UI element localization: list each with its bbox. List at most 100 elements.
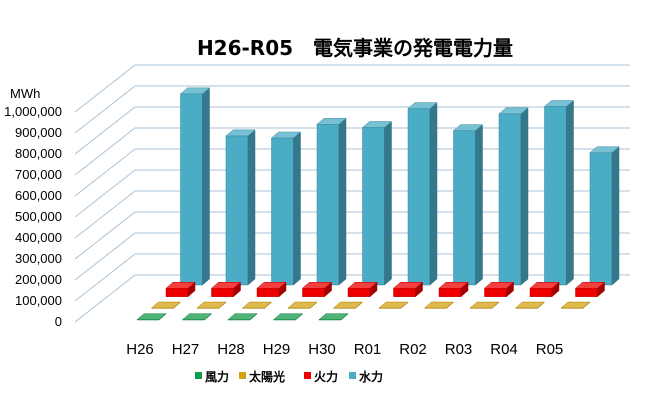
bar-top-face: [165, 282, 196, 289]
bar-top-face: [287, 301, 318, 309]
bar-side-face: [247, 129, 256, 286]
bar-front-face: [165, 288, 189, 297]
bar-front-face: [225, 135, 249, 286]
legend-item-hydro: 水力: [349, 369, 383, 384]
bar-top-face: [136, 313, 167, 320]
bar-wind-H29: [272, 313, 304, 321]
bar-hydro-R04: [543, 99, 575, 286]
bar-series-area: [136, 87, 620, 321]
bar-top-face: [210, 282, 242, 289]
y-axis-unit-label: MWh: [10, 86, 40, 101]
bar-top-face: [318, 313, 349, 320]
bar-front-face: [438, 288, 462, 297]
bar-top-face: [529, 282, 560, 289]
bar-top-face: [574, 282, 606, 289]
bar-solar-H27: [196, 301, 227, 309]
bar-front-face: [544, 106, 567, 286]
bar-front-face: [316, 124, 340, 286]
x-tick-label: H30: [308, 341, 336, 358]
bar-top-face: [316, 118, 347, 125]
bar-wind-H28: [227, 313, 258, 321]
legend-label-hydro: 水力: [359, 369, 383, 384]
bar-wind-H30: [318, 313, 349, 321]
gridline: [74, 85, 630, 134]
legend: 風力 太陽光 火力 水力: [195, 369, 383, 384]
legend-marker-thermal: [304, 372, 311, 379]
bar-top-face: [241, 301, 273, 309]
bar-thermal-H29: [301, 281, 333, 298]
bar-front-face: [407, 108, 431, 286]
bar-hydro-H27: [225, 129, 256, 286]
y-tick-label: 900,000: [15, 125, 62, 140]
bar-front-face: [256, 288, 280, 297]
y-tick-label: 300,000: [15, 251, 62, 266]
bar-thermal-R04: [529, 281, 560, 298]
bar-side-face: [566, 99, 574, 286]
bar-solar-R03: [469, 301, 500, 309]
bar-thermal-H26: [165, 281, 196, 298]
x-axis-tick-labels: H26 H27 H28 H29 H30 R01 R02 R03 R04 R05: [126, 341, 563, 358]
bar-solar-R04: [514, 301, 546, 309]
bar-side-face: [520, 107, 529, 286]
bar-thermal-R05: [574, 281, 606, 298]
bar-thermal-R02: [438, 281, 469, 298]
bar-front-face: [362, 127, 385, 286]
bar-top-face: [332, 301, 364, 309]
bar-top-face: [347, 282, 378, 289]
bar-top-face: [514, 301, 546, 309]
bar-front-face: [302, 288, 325, 297]
y-tick-label: 700,000: [15, 167, 62, 182]
series-hydro: [179, 87, 620, 286]
bar-front-face: [589, 152, 613, 286]
bar-front-face: [498, 113, 522, 286]
bar-top-face: [179, 87, 211, 95]
bar-solar-H28: [241, 301, 273, 309]
bar-top-face: [423, 301, 455, 309]
bar-solar-H26: [150, 301, 182, 309]
bar-front-face: [453, 130, 476, 286]
bar-front-face: [180, 93, 203, 286]
bar-top-face: [438, 282, 469, 289]
bar-top-face: [301, 282, 333, 289]
bar-top-face: [378, 301, 409, 309]
bar-top-face: [452, 124, 484, 131]
bar-top-face: [181, 313, 213, 320]
y-axis-tick-labels: 0 100,000 200,000 300,000 400,000 500,000 600,…: [4, 104, 62, 329]
legend-item-wind: 風力: [195, 369, 229, 384]
bar-hydro-R05: [589, 146, 620, 286]
y-tick-label: 500,000: [15, 209, 62, 224]
bar-side-face: [338, 117, 347, 286]
bar-top-face: [560, 301, 591, 309]
y-tick-label: 800,000: [15, 146, 62, 161]
bar-wind-H27: [181, 313, 213, 321]
bar-side-face: [202, 87, 210, 286]
bar-solar-R05: [560, 301, 591, 309]
bar-top-face: [589, 146, 620, 153]
bar-front-face: [271, 137, 294, 286]
bar-hydro-R01: [407, 102, 438, 286]
bar-front-face: [575, 288, 598, 297]
series-wind: [136, 313, 349, 321]
legend-label-thermal: 火力: [314, 369, 338, 384]
gridline: [74, 106, 630, 155]
series-thermal: [165, 281, 606, 298]
x-tick-label: H27: [172, 341, 200, 358]
y-tick-label: 400,000: [15, 230, 62, 245]
bar-top-face: [256, 282, 287, 289]
bar-thermal-H28: [256, 281, 287, 298]
bar-hydro-R02: [452, 124, 484, 286]
y-tick-label: 600,000: [15, 188, 62, 203]
legend-label-wind: 風力: [205, 369, 229, 384]
bar-top-face: [150, 301, 182, 309]
bar-side-face: [429, 102, 438, 286]
bar-top-face: [272, 313, 304, 320]
bar-side-face: [611, 146, 620, 286]
legend-marker-hydro: [349, 372, 356, 379]
gridline: [74, 64, 630, 113]
bar-hydro-H26: [179, 87, 211, 286]
series-solar: [150, 301, 591, 309]
chart-title: H26-R05 電気事業の発電電力量: [197, 36, 513, 60]
bar-top-face: [227, 313, 258, 320]
bar-side-face: [384, 120, 392, 286]
